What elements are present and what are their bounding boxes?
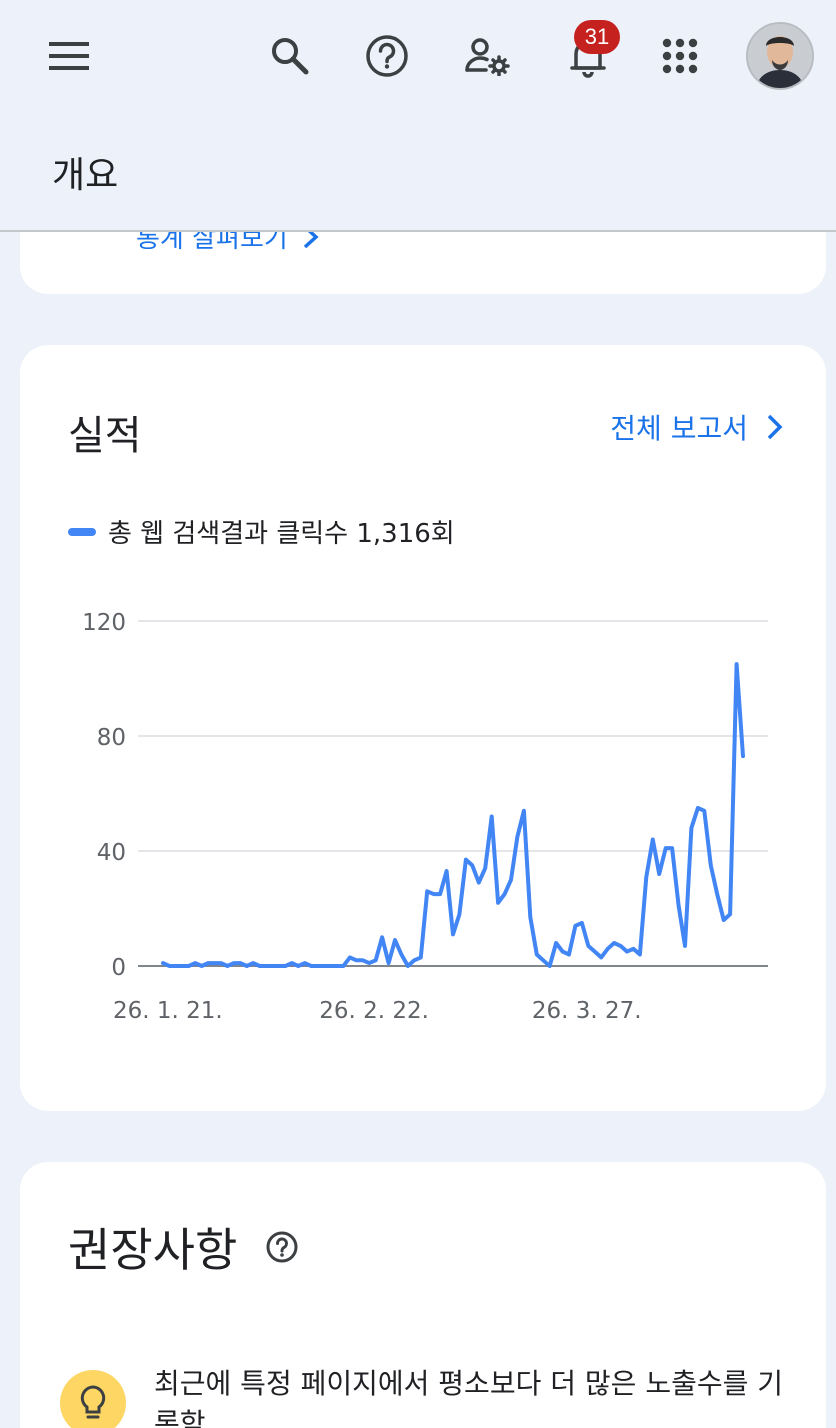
user-settings-icon[interactable] <box>462 32 514 80</box>
y-tick-label: 120 <box>82 610 126 636</box>
x-tick-label: 26. 2. 22. <box>319 998 429 1024</box>
help-icon[interactable] <box>362 32 412 80</box>
recommendations-title-text: 권장사항 <box>68 1223 238 1277</box>
recommendations-title: 권장사항 <box>68 1214 299 1280</box>
recommendations-card: 권장사항 최근에 특정 페이지에서 평소보다 더 많은 노출수를 기록함 <box>20 1162 826 1428</box>
lightbulb-icon <box>60 1370 126 1428</box>
notification-badge: 31 <box>574 20 620 54</box>
legend-swatch <box>68 527 96 536</box>
x-tick-label: 26. 1. 21. <box>113 998 223 1024</box>
avatar[interactable] <box>746 22 814 90</box>
y-tick-label: 80 <box>97 725 126 751</box>
clicks-line-chart: 0 40 80 120 26. 1. 21. 26. 2. 22. 26. 3. 27. <box>82 610 768 1024</box>
full-report-link[interactable]: 전체 보고서 <box>610 407 784 447</box>
full-report-label: 전체 보고서 <box>610 412 748 445</box>
search-icon[interactable] <box>266 32 314 80</box>
clicks-series-line <box>161 662 745 968</box>
apps-icon[interactable] <box>656 32 704 80</box>
recommendation-item-text[interactable]: 최근에 특정 페이지에서 평소보다 더 많은 노출수를 기록함 <box>154 1367 784 1428</box>
top-app-bar: 31 개요 <box>0 0 836 232</box>
chart-legend: 총 웹 검색결과 클릭수 1,316회 <box>68 513 455 550</box>
legend-label: 총 웹 검색결과 클릭수 1,316회 <box>108 519 455 549</box>
menu-icon[interactable] <box>44 32 94 80</box>
chevron-right-icon <box>767 414 783 440</box>
y-tick-label: 40 <box>97 840 126 866</box>
help-icon[interactable] <box>265 1230 299 1264</box>
page-title: 개요 <box>52 155 119 196</box>
y-tick-label: 0 <box>111 955 126 981</box>
x-tick-label: 26. 3. 27. <box>532 998 642 1024</box>
performance-title: 실적 <box>68 413 142 459</box>
performance-card: 실적 전체 보고서 총 웹 검색결과 클릭수 1,316회 0 40 80 120 26… <box>20 345 826 1111</box>
